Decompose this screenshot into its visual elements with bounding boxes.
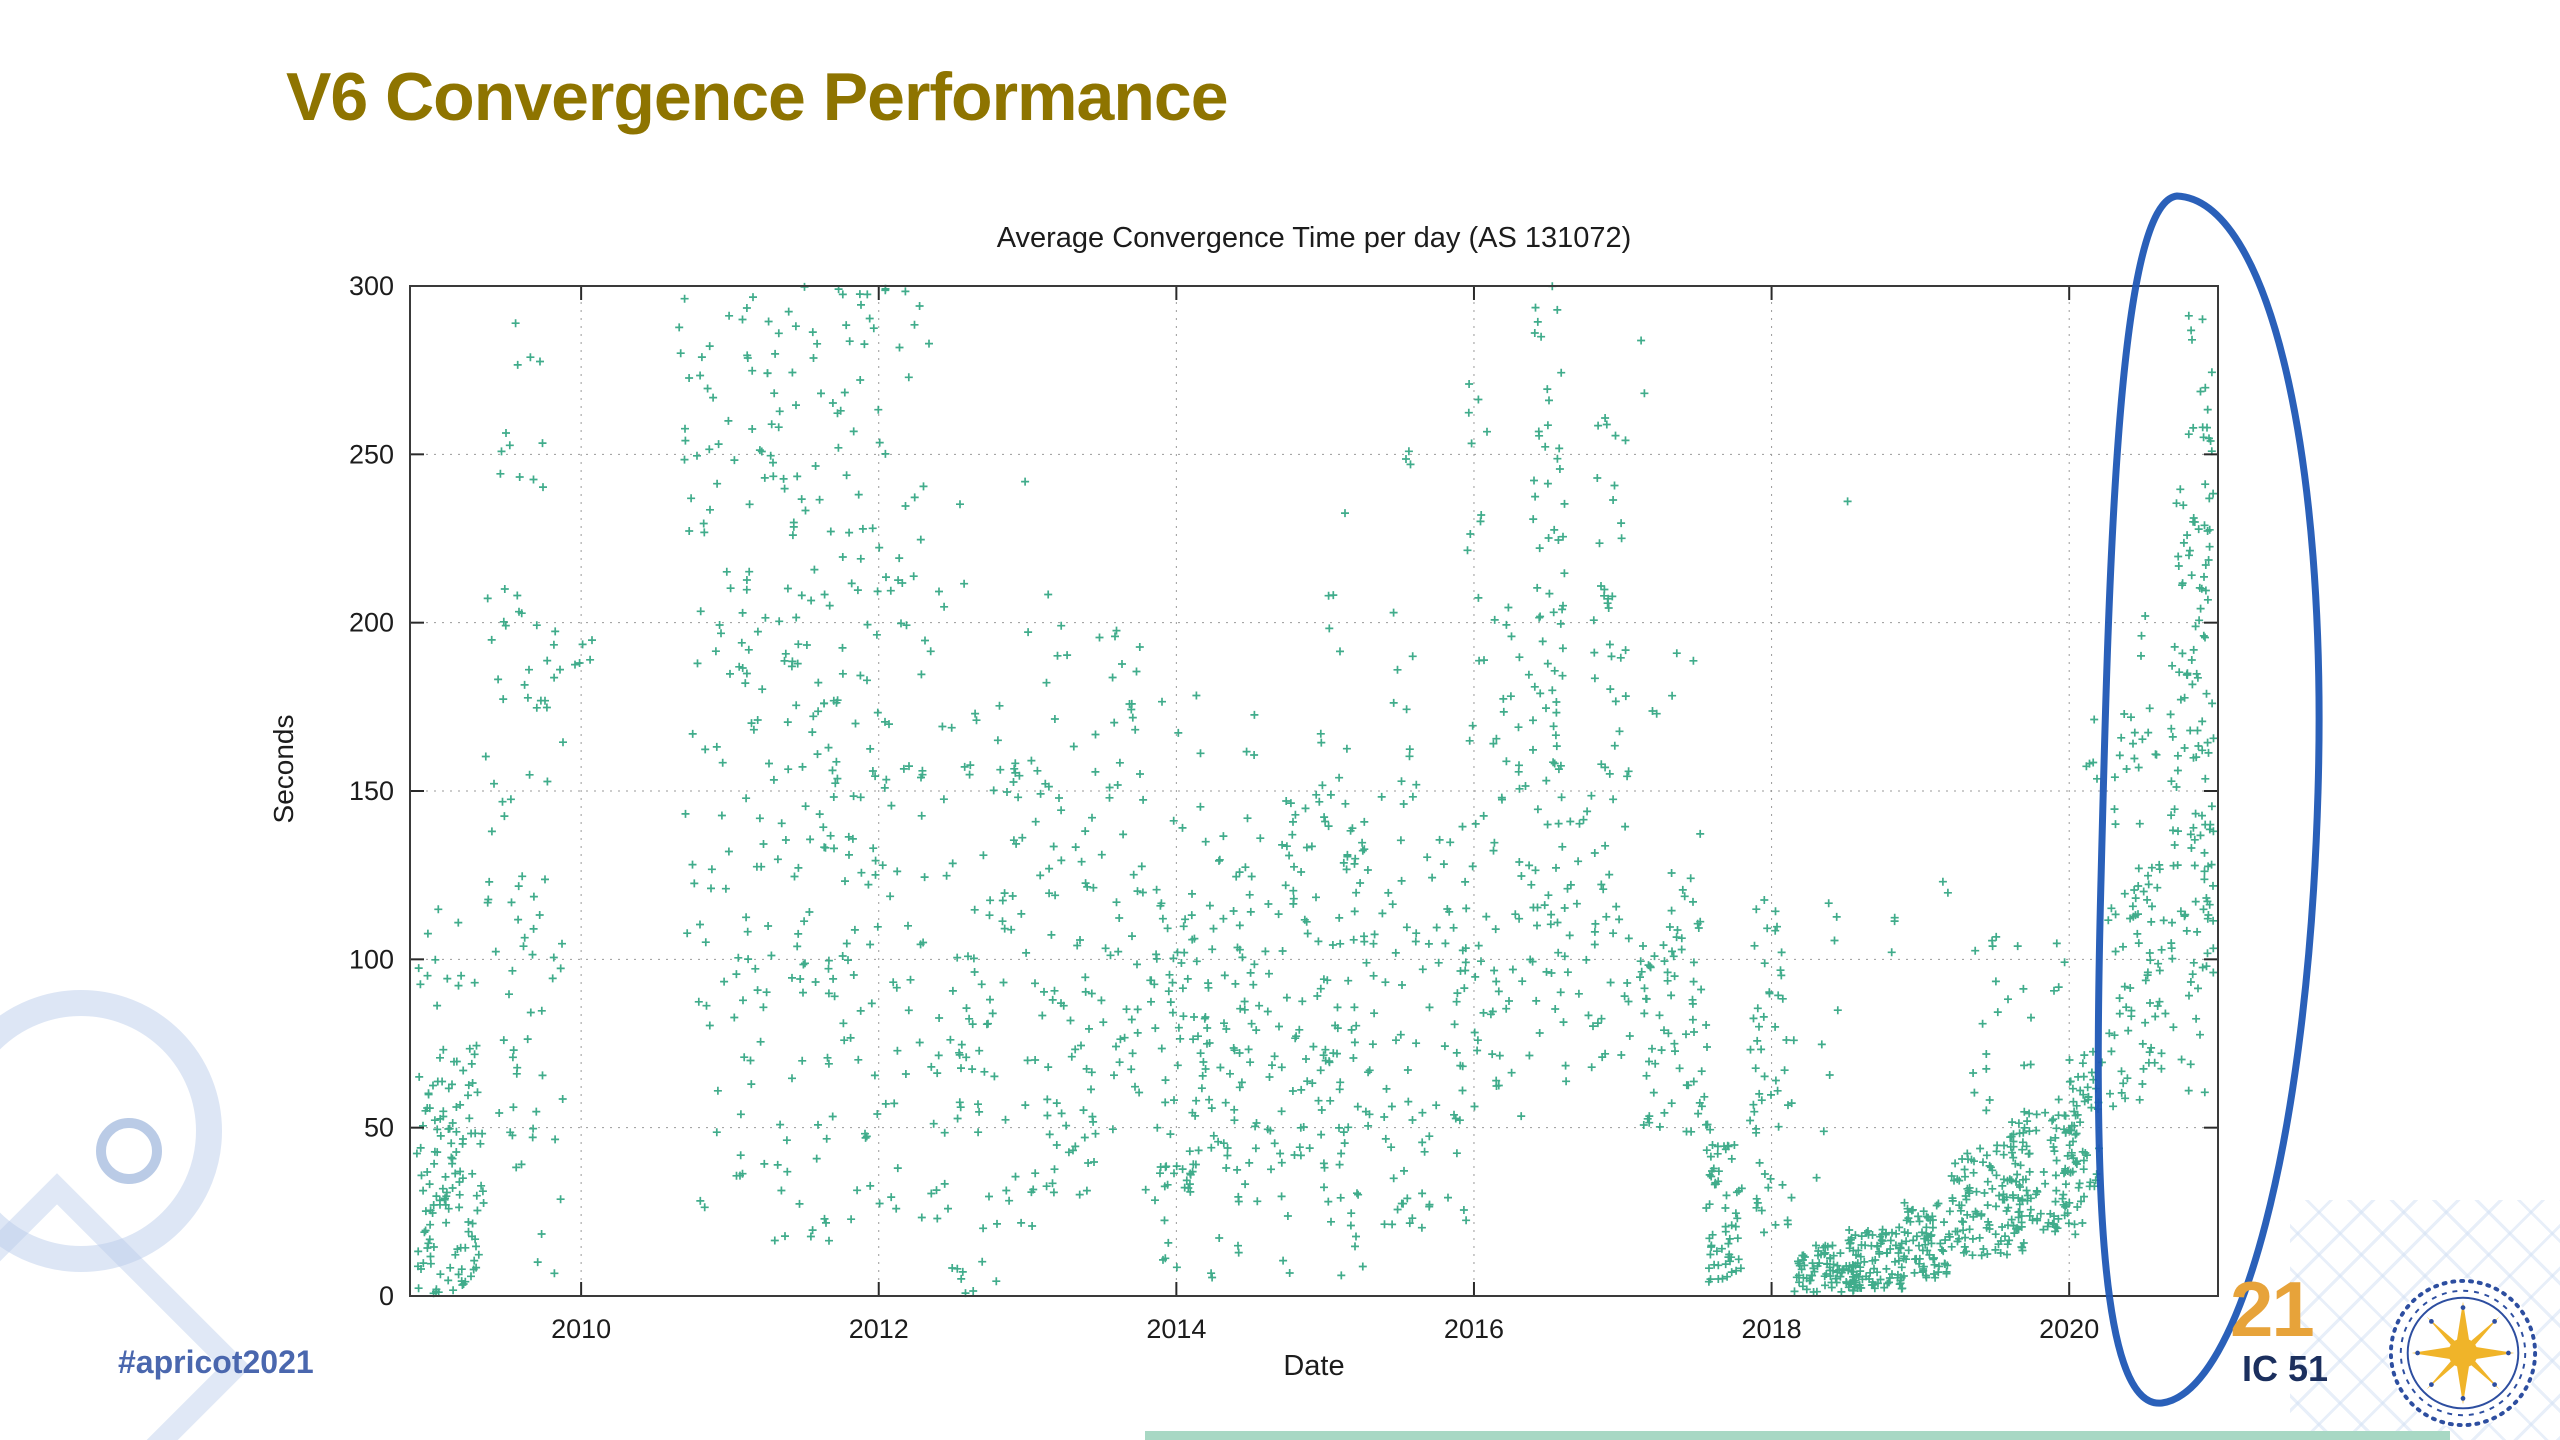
logo-event-text: IC 51 bbox=[2242, 1348, 2329, 1389]
chart-title: Average Convergence Time per day (AS 131… bbox=[996, 222, 1632, 254]
axis-tick-labels: 2010 2012 2014 2016 2018 2020 0 50 100 150 200 250 3… bbox=[349, 271, 2099, 1344]
grid-lines bbox=[410, 286, 2218, 1296]
bottom-accent-strip bbox=[1145, 1431, 2450, 1440]
svg-text:2018: 2018 bbox=[1742, 1314, 1802, 1344]
hashtag: #apricot2021 bbox=[118, 1344, 314, 1380]
scatter-plot: 2010 2012 2014 2016 2018 2020 0 50 100 150 200 250 3… bbox=[349, 271, 2219, 1344]
svg-text:2016: 2016 bbox=[1444, 1314, 1504, 1344]
svg-text:200: 200 bbox=[349, 608, 394, 638]
svg-text:150: 150 bbox=[349, 776, 394, 806]
sun-emblem-icon bbox=[2387, 1277, 2539, 1429]
x-axis-label: Date bbox=[1283, 1350, 1345, 1382]
svg-text:100: 100 bbox=[349, 944, 394, 974]
y-axis-label: Seconds bbox=[268, 714, 299, 824]
svg-text:50: 50 bbox=[364, 1113, 394, 1143]
svg-text:250: 250 bbox=[349, 439, 394, 469]
svg-text:2020: 2020 bbox=[2039, 1314, 2099, 1344]
svg-text:0: 0 bbox=[379, 1281, 394, 1311]
svg-text:2014: 2014 bbox=[1146, 1314, 1206, 1344]
slide-title: V6 Convergence Performance bbox=[286, 59, 1229, 135]
svg-text:300: 300 bbox=[349, 271, 394, 301]
apricot-logo-block: 21 IC 51 bbox=[2230, 1265, 2560, 1440]
logo-year-text: 21 bbox=[2230, 1265, 2315, 1353]
scatter-data-points bbox=[412, 282, 2218, 1298]
svg-text:2012: 2012 bbox=[849, 1314, 909, 1344]
svg-text:2010: 2010 bbox=[551, 1314, 611, 1344]
watermark-dot-icon bbox=[96, 1118, 162, 1184]
